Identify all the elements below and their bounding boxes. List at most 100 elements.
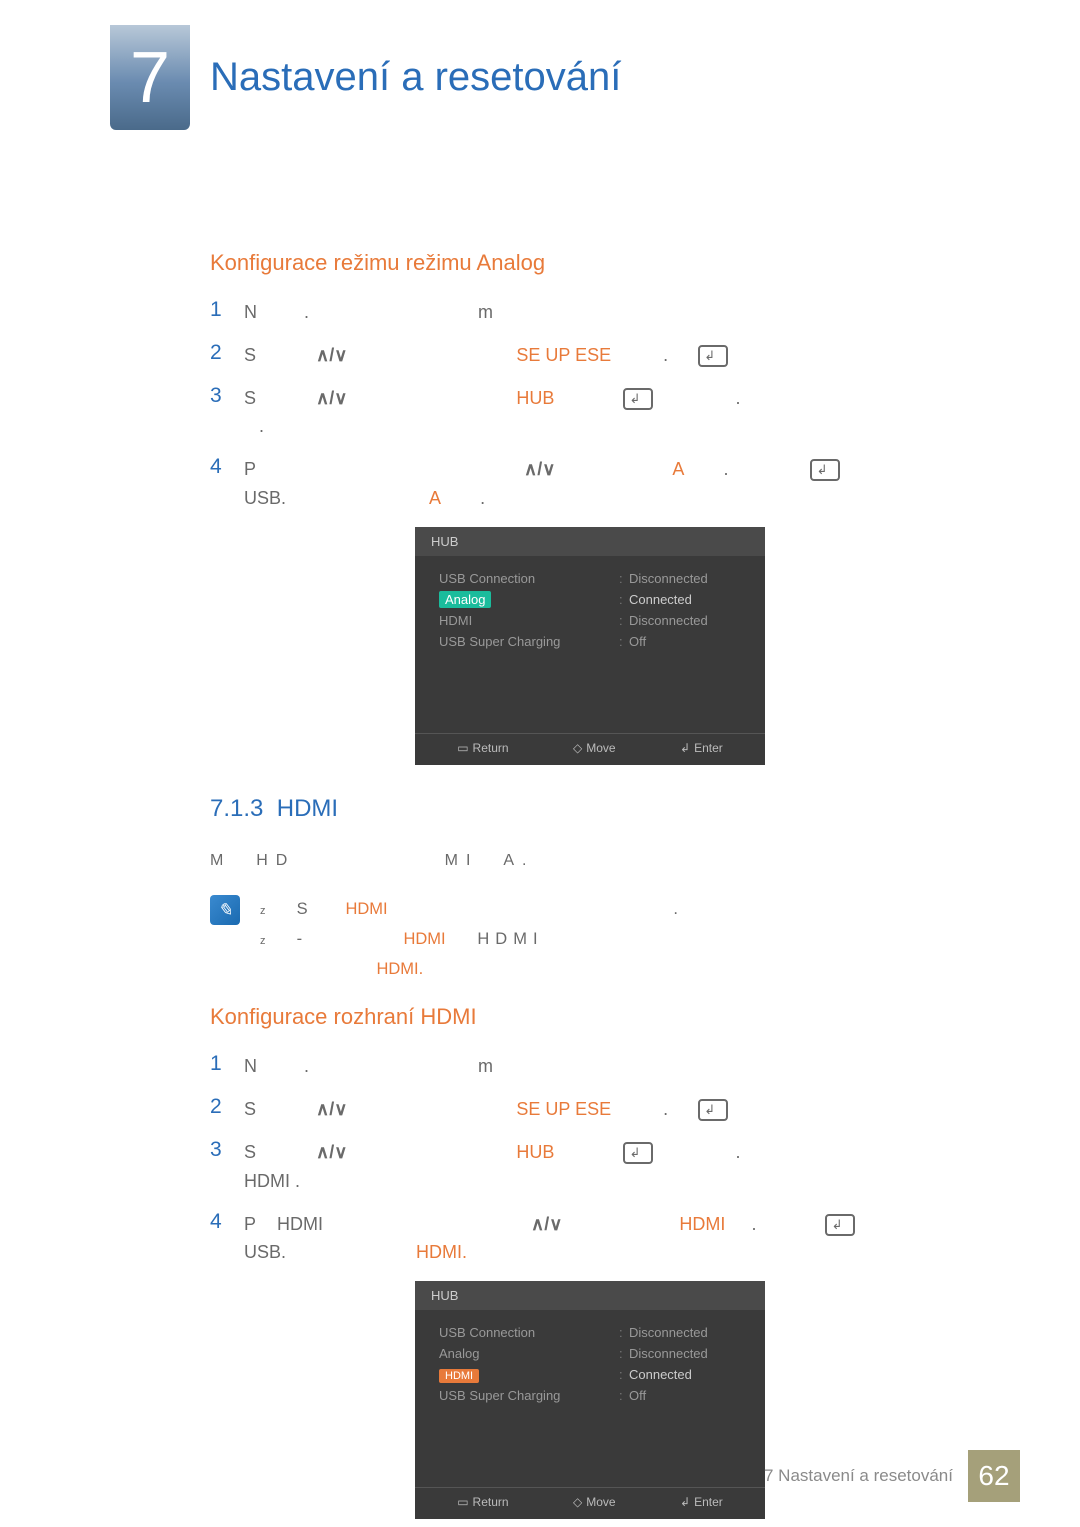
step-body: P HDMI ∧/∨ HDMI . USB. HDMI. bbox=[244, 1210, 970, 1268]
step-body: N . m bbox=[244, 298, 970, 327]
osd-label: Analog bbox=[439, 591, 491, 608]
enter-icon: ↲ bbox=[680, 1495, 690, 1509]
step-number: 1 bbox=[210, 298, 244, 322]
highlight: A bbox=[429, 488, 441, 508]
step-text: . bbox=[304, 302, 309, 322]
osd-value: Disconnected bbox=[629, 613, 708, 628]
page: 7 Nastavení a resetování Konfigurace rež… bbox=[0, 0, 1080, 1527]
osd-footer: ▭ Return ◇ Move ↲ Enter bbox=[415, 733, 765, 759]
section-heading-analog: Konfigurace režimu režimu Analog bbox=[210, 250, 970, 276]
osd-row-selected: Analog:Connected bbox=[439, 589, 741, 610]
step-text: P bbox=[244, 459, 264, 479]
step-text: m bbox=[478, 302, 501, 322]
move-icon: ◇ bbox=[573, 1495, 582, 1509]
page-number: 62 bbox=[968, 1450, 1020, 1502]
osd-panel-2: HUB USB Connection:Disconnected Analog:D… bbox=[415, 1281, 765, 1519]
highlight: HDMI bbox=[679, 1214, 725, 1234]
osd-row-selected: HDMI:Connected bbox=[439, 1364, 741, 1385]
osd-body: USB Connection:Disconnected Analog:Disco… bbox=[415, 1310, 765, 1487]
osd-value: Off bbox=[629, 1388, 646, 1403]
step-number: 1 bbox=[210, 1052, 244, 1076]
step-row: 2 S ∧/∨ SE UP ESE . bbox=[210, 341, 970, 370]
osd-label: Analog bbox=[439, 1346, 479, 1361]
enter-icon bbox=[825, 1214, 855, 1236]
move-icon: ◇ bbox=[573, 741, 582, 755]
osd-footer-move: Move bbox=[586, 1495, 615, 1509]
step-row: 3 S ∧/∨ HUB . . bbox=[210, 384, 970, 442]
osd-footer-return: Return bbox=[473, 741, 509, 755]
subsection-heading: 7.1.3 HDMI bbox=[210, 795, 970, 823]
osd-label: USB Connection bbox=[439, 571, 535, 586]
enter-icon bbox=[810, 459, 840, 481]
step-body: P ∧/∨ A . USB. A . bbox=[244, 455, 970, 513]
osd-value: Disconnected bbox=[629, 571, 708, 586]
osd-row: USB Super Charging:Off bbox=[439, 631, 741, 652]
section-heading-hdmi: Konfigurace rozhraní HDMI bbox=[210, 1004, 970, 1030]
note-body: z S HDMI . z - HDMI HDMI HDMI. bbox=[260, 895, 970, 984]
step-number: 3 bbox=[210, 1138, 244, 1162]
osd-row: USB Connection:Disconnected bbox=[439, 1322, 741, 1343]
enter-icon: ↲ bbox=[680, 741, 690, 755]
osd-value: Connected bbox=[629, 592, 692, 607]
step-text: N bbox=[244, 302, 265, 322]
osd-footer-enter: Enter bbox=[694, 741, 723, 755]
osd-footer-return: Return bbox=[473, 1495, 509, 1509]
return-icon: ▭ bbox=[457, 1495, 468, 1509]
osd-label: USB Super Charging bbox=[439, 634, 560, 649]
step-text: S bbox=[244, 388, 264, 408]
osd-row: Analog:Disconnected bbox=[439, 1343, 741, 1364]
step-row: 1 N . m bbox=[210, 1052, 970, 1081]
osd-footer-move: Move bbox=[586, 741, 615, 755]
osd-footer: ▭ Return ◇ Move ↲ Enter bbox=[415, 1487, 765, 1513]
osd-value: Off bbox=[629, 634, 646, 649]
step-row: 4 P ∧/∨ A . USB. A . bbox=[210, 455, 970, 513]
osd-body: USB Connection:Disconnected Analog:Conne… bbox=[415, 556, 765, 733]
step-row: 4 P HDMI ∧/∨ HDMI . USB. HDMI. bbox=[210, 1210, 970, 1268]
step-number: 3 bbox=[210, 384, 244, 408]
enter-icon bbox=[698, 1099, 728, 1121]
osd-title: HUB bbox=[415, 527, 765, 556]
highlight: HDMI bbox=[345, 900, 387, 918]
osd-row: HDMI:Disconnected bbox=[439, 610, 741, 631]
updown-icon: ∧/∨ bbox=[531, 1214, 562, 1234]
step-text: . bbox=[723, 459, 728, 479]
page-footer: 7 Nastavení a resetování 62 bbox=[764, 1450, 1020, 1502]
osd-label: HDMI bbox=[439, 1369, 479, 1383]
step-row: 3 S ∧/∨ HUB . HDMI . bbox=[210, 1138, 970, 1196]
highlight: HDMI. bbox=[416, 1242, 467, 1262]
step-body: S ∧/∨ SE UP ESE . bbox=[244, 341, 970, 370]
step-text: . bbox=[735, 388, 740, 408]
return-icon: ▭ bbox=[457, 741, 468, 755]
updown-icon: ∧/∨ bbox=[524, 459, 555, 479]
osd-row: USB Connection:Disconnected bbox=[439, 568, 741, 589]
highlight: A bbox=[672, 459, 684, 479]
highlight: HUB bbox=[516, 1142, 554, 1162]
note-icon: ✎ bbox=[210, 895, 240, 925]
footer-text: 7 Nastavení a resetování bbox=[764, 1466, 953, 1486]
step-text: S bbox=[244, 345, 264, 365]
step-text: . bbox=[663, 345, 668, 365]
chapter-title: Nastavení a resetování bbox=[210, 55, 621, 100]
highlight: HDMI. bbox=[376, 960, 423, 978]
step-row: 2 S ∧/∨ SE UP ESE . bbox=[210, 1095, 970, 1124]
highlight: HDMI bbox=[403, 930, 445, 948]
osd-value: Disconnected bbox=[629, 1325, 708, 1340]
osd-panel-1: HUB USB Connection:Disconnected Analog:C… bbox=[415, 527, 765, 765]
updown-icon: ∧/∨ bbox=[316, 345, 347, 365]
osd-label: USB Super Charging bbox=[439, 1388, 560, 1403]
enter-icon bbox=[698, 345, 728, 367]
step-text: USB. bbox=[244, 488, 286, 508]
step-body: S ∧/∨ HUB . HDMI . bbox=[244, 1138, 970, 1196]
osd-row: USB Super Charging:Off bbox=[439, 1385, 741, 1406]
osd-label: HDMI bbox=[439, 613, 472, 628]
osd-value: Disconnected bbox=[629, 1346, 708, 1361]
osd-value: Connected bbox=[629, 1367, 692, 1382]
osd-footer-enter: Enter bbox=[694, 1495, 723, 1509]
enter-icon bbox=[623, 388, 653, 410]
step-row: 1 N . m bbox=[210, 298, 970, 327]
step-number: 4 bbox=[210, 1210, 244, 1234]
updown-icon: ∧/∨ bbox=[316, 1099, 347, 1119]
intro-line: M HD MI A. bbox=[210, 848, 970, 874]
chapter-number-box: 7 bbox=[110, 25, 190, 130]
osd-title: HUB bbox=[415, 1281, 765, 1310]
